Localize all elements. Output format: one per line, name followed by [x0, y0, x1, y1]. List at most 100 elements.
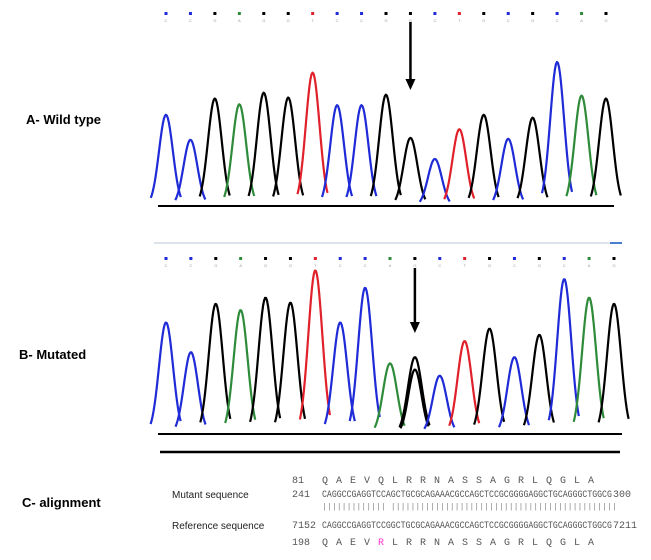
- base-call-letter: G: [264, 263, 267, 268]
- base-call-letter: C: [507, 18, 510, 23]
- trace-peak-G: [589, 97, 622, 197]
- reference-sequence: CAGGCCGAGGTCCGGCTGCGCAGAAACGCCAGCTCCGCGG…: [322, 521, 612, 532]
- trace-peak-C: [492, 137, 525, 201]
- amino-acid: A: [336, 476, 343, 487]
- trace-peak-G: [467, 113, 500, 199]
- base-call-marker: [612, 257, 616, 260]
- base-call-marker: [562, 257, 566, 260]
- base-call-letter: C: [189, 18, 192, 23]
- trace-peak-G: [398, 356, 431, 428]
- trace-peak-C: [149, 321, 182, 425]
- amino-acid: S: [476, 538, 483, 549]
- trace-peak-G: [522, 333, 555, 426]
- base-call-marker: [463, 257, 467, 260]
- base-call-letter: G: [214, 263, 217, 268]
- amino-acid: N: [434, 538, 441, 549]
- trace-peak-G: [198, 97, 231, 197]
- base-call-marker: [457, 12, 461, 15]
- base-call-marker: [214, 257, 218, 260]
- amino-acid: A: [448, 476, 455, 487]
- base-call-letter: T: [311, 18, 314, 23]
- base-call-letter: C: [360, 18, 363, 23]
- base-call-letter: G: [287, 18, 290, 23]
- amino-acid: S: [462, 538, 469, 549]
- base-call-letter: C: [189, 263, 192, 268]
- trace-peak-G: [516, 116, 549, 199]
- base-call-letter: C: [165, 263, 168, 268]
- base-call-letter: T: [463, 263, 466, 268]
- trace-peak-G: [597, 302, 630, 423]
- mutation-arrowhead-icon: [409, 322, 420, 333]
- base-call-letter: G: [538, 263, 541, 268]
- base-call-marker: [338, 257, 342, 260]
- base-call-letter: G: [262, 18, 265, 23]
- trace-overlap-peak: [399, 368, 430, 429]
- amino-acid: A: [588, 476, 595, 487]
- trace-peak-A: [223, 103, 256, 198]
- base-call-marker: [433, 12, 437, 15]
- trace-peak-C: [149, 113, 182, 199]
- alignment-match-bars: ||||||||||||| ||||||||||||||||||||||||||…: [322, 503, 617, 512]
- amino-acid: S: [476, 476, 483, 487]
- base-call-letter: C: [513, 263, 516, 268]
- base-call-letter: G: [482, 18, 485, 23]
- trace-peak-C: [320, 104, 354, 198]
- amino-acid: Q: [322, 538, 329, 549]
- base-call-marker: [363, 257, 367, 260]
- amino-acid: R: [518, 538, 525, 549]
- base-call-marker: [488, 257, 492, 260]
- base-call-marker: [384, 12, 388, 15]
- base-call-marker: [360, 12, 364, 15]
- base-call-marker: [537, 257, 541, 260]
- base-call-letter: C: [364, 263, 367, 268]
- base-call-marker: [164, 257, 168, 260]
- mutant-sequence-label: Mutant sequence: [172, 490, 249, 501]
- alignment-bottom-aa-start: 198: [292, 538, 311, 549]
- base-call-marker: [313, 257, 317, 260]
- base-call-letter: C: [563, 263, 566, 268]
- trace-peak-T: [448, 340, 481, 427]
- base-call-marker: [188, 12, 192, 15]
- alignment-top-aa-start: 81: [292, 476, 305, 487]
- base-call-marker: [555, 12, 559, 15]
- trace-peak-G: [394, 136, 427, 201]
- base-call-marker: [239, 257, 243, 260]
- amino-acid: Q: [322, 476, 329, 487]
- amino-acid: N: [434, 476, 441, 487]
- trace-peak-C: [423, 374, 456, 430]
- trace-peak-G: [272, 96, 305, 197]
- base-call-letter: G: [289, 263, 292, 268]
- trace-peak-C: [497, 356, 531, 428]
- base-call-marker: [531, 12, 535, 15]
- trace-peak-A: [224, 309, 257, 424]
- trace-peak-C: [348, 286, 381, 422]
- base-call-letter: A: [389, 263, 392, 268]
- base-call-marker: [604, 12, 608, 15]
- reference-end-number: 7211: [613, 521, 638, 532]
- reference-sequence-label: Reference sequence: [172, 521, 265, 532]
- panel-b-label: B- Mutated: [19, 347, 87, 362]
- trace-peak-C: [345, 104, 378, 198]
- trace-peak-C: [174, 138, 207, 201]
- trace-peak-C: [323, 321, 356, 425]
- base-call-marker: [288, 257, 292, 260]
- trace-peak-A: [373, 362, 406, 429]
- amino-acid: L: [392, 538, 399, 549]
- amino-acid: R: [378, 538, 385, 549]
- amino-acid: S: [462, 476, 469, 487]
- base-call-marker: [587, 257, 591, 260]
- trace-peak-C: [174, 351, 207, 428]
- base-call-letter: T: [314, 263, 317, 268]
- amino-acid: R: [420, 476, 427, 487]
- trace-peak-G: [247, 91, 280, 197]
- amino-acid: A: [588, 538, 595, 549]
- base-call-marker: [213, 12, 217, 15]
- amino-acid: R: [420, 538, 427, 549]
- amino-acid: L: [532, 538, 539, 549]
- trace-peak-T: [443, 128, 476, 200]
- amino-acid: Q: [378, 476, 385, 487]
- base-call-letter: T: [458, 18, 461, 23]
- mutant-sequence: CAGGCCGAGGTCCAGCTGCGCAGAAACGCCAGCTCCGCGG…: [322, 490, 612, 501]
